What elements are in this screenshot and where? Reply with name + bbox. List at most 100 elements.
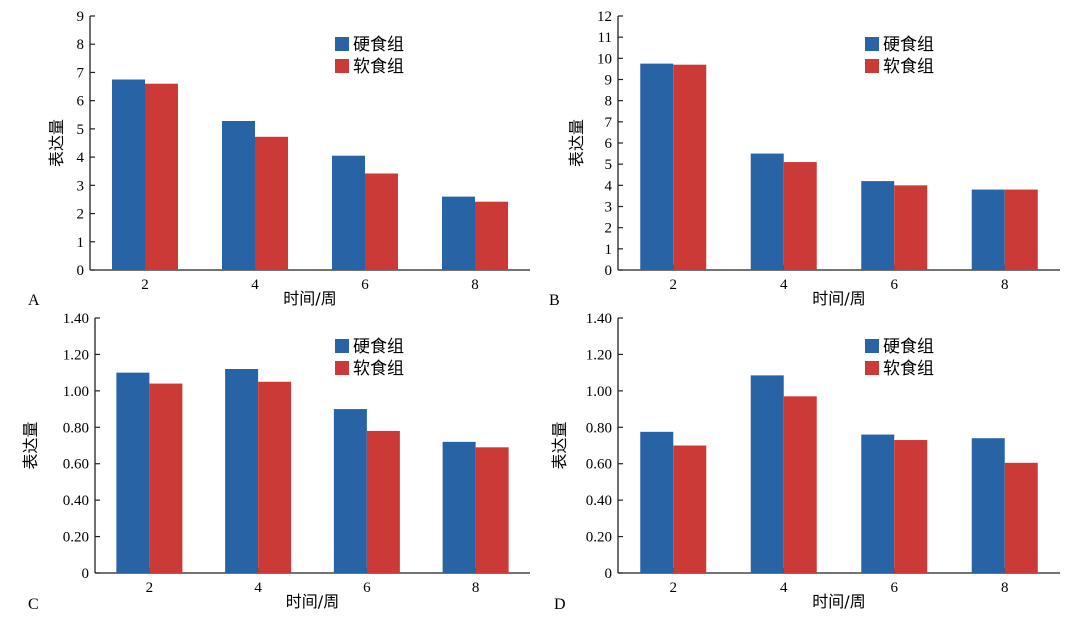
bar-soft-8 (475, 201, 508, 270)
x-axis-title: 时间/周 (283, 289, 336, 308)
x-tick-label: 2 (670, 580, 678, 596)
y-tick-label: 0 (77, 263, 85, 279)
bar-soft-2 (673, 445, 707, 573)
bar-hard-2 (112, 79, 145, 270)
y-tick-label: 5 (605, 157, 613, 173)
x-axis-title: 时间/周 (812, 289, 865, 308)
y-tick-label: 0.60 (586, 457, 612, 473)
legend-swatch-soft (335, 361, 349, 375)
legend-label: 硬食组 (883, 337, 934, 357)
legend-swatch-soft (865, 59, 879, 73)
bar-hard-8 (971, 438, 1005, 573)
y-tick-label: 8 (605, 94, 613, 110)
y-tick-label: 1 (77, 235, 85, 251)
y-axis-title: 表达量 (567, 119, 586, 167)
y-tick-label: 0.60 (63, 457, 89, 473)
y-tick-label: 8 (77, 37, 85, 53)
legend-label: 软食组 (883, 359, 934, 379)
legend-label: 软食组 (353, 57, 404, 77)
chart-panel-c: 0 0.20 0.40 0.60 0.80 1.00 1.20 1.40 2 4 6 8 时间/周 表达量… (21, 311, 530, 613)
legend-label: 软食组 (353, 359, 404, 379)
x-tick-label: 4 (251, 277, 259, 293)
y-tick-label: 0.80 (63, 420, 89, 436)
bar-soft-4 (783, 162, 817, 270)
x-tick-label: 2 (141, 277, 149, 293)
bar-hard-6 (861, 434, 895, 573)
y-tick-label: 2 (605, 221, 613, 237)
y-tick-label: 1.20 (586, 347, 612, 363)
y-tick-label: 11 (598, 30, 612, 46)
bar-hard-4 (750, 375, 784, 573)
y-tick-label: 0.20 (586, 530, 612, 546)
y-tick-label: 6 (605, 136, 613, 152)
bar-hard-2 (116, 372, 150, 573)
x-tick-label: 6 (361, 277, 369, 293)
legend-swatch-hard (335, 37, 349, 51)
x-tick-label: 2 (146, 580, 154, 596)
bar-soft-8 (1004, 462, 1038, 573)
y-tick-label: 7 (605, 115, 613, 131)
y-tick-label: 1.00 (586, 384, 612, 400)
bar-soft-8 (1004, 189, 1038, 270)
bar-hard-8 (971, 189, 1005, 270)
y-tick-label: 1.40 (586, 311, 612, 327)
bar-soft-6 (365, 173, 398, 270)
y-tick-label: 9 (605, 73, 613, 89)
bar-soft-4 (255, 136, 288, 270)
bar-soft-4 (258, 381, 292, 573)
x-tick-label: 6 (891, 580, 899, 596)
bar-soft-6 (894, 185, 928, 270)
x-tick-label: 2 (670, 277, 678, 293)
legend-swatch-hard (335, 339, 349, 353)
x-tick-label: 8 (471, 277, 479, 293)
chart-panel-d: 0 0.20 0.40 0.60 0.80 1.00 1.20 1.40 2 4 6 8 时间/周 表达量… (550, 311, 1060, 613)
bar-soft-6 (366, 430, 400, 573)
x-tick-label: 6 (891, 277, 899, 293)
legend-label: 硬食组 (883, 35, 934, 55)
bar-soft-2 (149, 383, 183, 573)
y-tick-label: 0.40 (586, 493, 612, 509)
y-tick-label: 6 (77, 94, 85, 110)
bar-hard-4 (222, 120, 255, 270)
y-tick-label: 7 (77, 65, 85, 81)
x-tick-label: 4 (254, 580, 262, 596)
y-tick-label: 4 (77, 150, 85, 166)
y-tick-label: 1.20 (63, 347, 89, 363)
y-axis-title: 表达量 (21, 421, 40, 469)
y-tick-label: 12 (597, 9, 612, 25)
y-tick-label: 2 (77, 207, 85, 223)
panel-letter: D (554, 596, 566, 613)
x-axis-title: 时间/周 (812, 592, 865, 611)
y-tick-label: 5 (77, 122, 85, 138)
bar-hard-4 (225, 369, 259, 573)
y-tick-label: 4 (605, 178, 613, 194)
bar-hard-6 (861, 181, 895, 270)
y-tick-label: 3 (77, 178, 85, 194)
bar-soft-6 (894, 440, 928, 573)
bar-hard-8 (442, 441, 476, 573)
bar-hard-8 (442, 196, 475, 270)
y-tick-label: 0 (82, 566, 90, 582)
bar-hard-6 (332, 155, 365, 270)
legend-swatch-soft (335, 59, 349, 73)
y-tick-label: 0.80 (586, 420, 612, 436)
legend-swatch-hard (865, 339, 879, 353)
legend-label: 硬食组 (353, 35, 404, 55)
panel-letter: B (549, 292, 560, 309)
y-tick-label: 1.40 (63, 311, 89, 327)
y-tick-label: 10 (597, 51, 612, 67)
bar-hard-2 (640, 63, 674, 270)
legend-swatch-hard (865, 37, 879, 51)
legend-swatch-soft (865, 361, 879, 375)
x-tick-label: 8 (1001, 277, 1009, 293)
y-axis-title: 表达量 (47, 119, 66, 167)
bar-hard-4 (750, 153, 784, 270)
y-tick-label: 1 (605, 242, 613, 258)
bar-soft-8 (475, 447, 509, 573)
bar-hard-2 (640, 431, 674, 573)
x-axis-title: 时间/周 (286, 592, 339, 611)
x-tick-label: 8 (472, 580, 480, 596)
x-tick-label: 4 (780, 580, 788, 596)
